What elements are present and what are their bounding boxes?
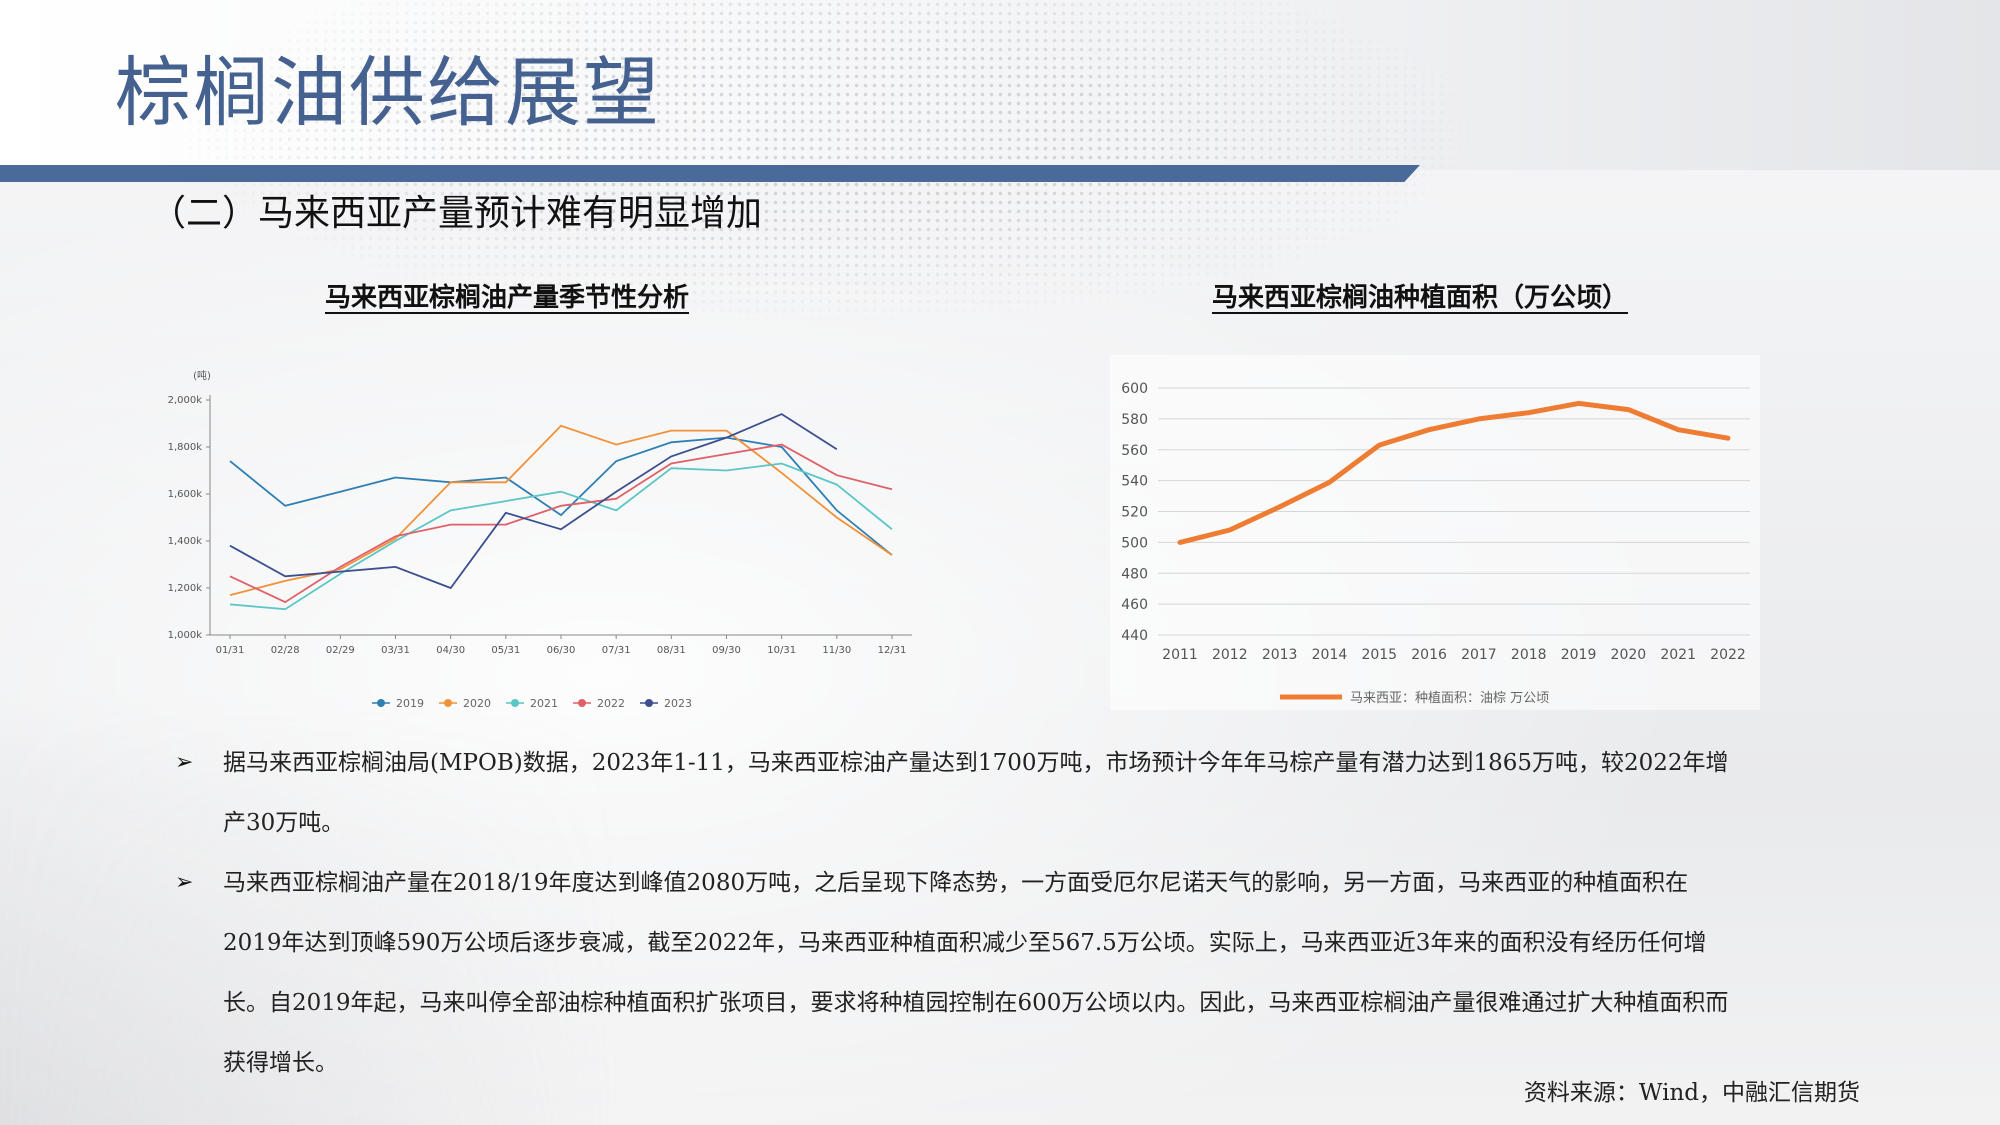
- bullet-text: 据马来西亚棕榈油局(MPOB)数据，2023年1-11，马来西亚棕油产量达到17…: [223, 750, 1729, 836]
- x-tick-label: 2022: [1710, 647, 1746, 663]
- legend-label: 2019: [396, 697, 424, 710]
- legend-label: 2022: [597, 697, 625, 710]
- legend-swatch-dot: [578, 699, 586, 707]
- bullet-text: 马来西亚棕榈油产量在2018/19年度达到峰值2080万吨，之后呈现下降态势，一…: [223, 870, 1729, 1076]
- legend-label: 2020: [463, 697, 491, 710]
- page-title: 棕榈油供给展望: [115, 48, 661, 137]
- series-line-2022: [229, 443, 893, 604]
- x-tick-label: 06/30: [547, 645, 576, 656]
- y-tick-label: 500: [1121, 535, 1148, 551]
- legend-label: 马来西亚：种植面积：油棕 万公顷: [1350, 691, 1549, 706]
- series-line-2020: [229, 424, 893, 596]
- source-note: 资料来源：Wind，中融汇信期货: [1523, 1080, 1860, 1106]
- x-tick-label: 01/31: [216, 645, 245, 656]
- y-tick-label: 1,800k: [168, 442, 203, 453]
- x-tick-label: 04/30: [436, 645, 465, 656]
- x-tick-label: 2019: [1561, 647, 1597, 663]
- section-heading: （二）马来西亚产量预计难有明显增加: [150, 193, 763, 234]
- arrow-bullet-icon: ➢: [175, 750, 194, 775]
- y-tick-label: 1,000k: [168, 630, 203, 641]
- legend-swatch-dot: [377, 699, 385, 707]
- bullet-item: ➢ 据马来西亚棕榈油局(MPOB)数据，2023年1-11，马来西亚棕油产量达到…: [175, 733, 1745, 853]
- series-line-planted-area: [1177, 400, 1731, 545]
- x-tick-label: 2016: [1411, 647, 1447, 663]
- x-tick-label: 2018: [1511, 647, 1547, 663]
- chart-title-production: 马来西亚棕榈油产量季节性分析: [325, 283, 690, 313]
- y-tick-label: 540: [1121, 474, 1148, 490]
- chart-title-planted-area: 马来西亚棕榈油种植面积（万公顷）: [1212, 283, 1629, 313]
- x-tick-label: 05/31: [491, 645, 520, 656]
- background-cityscape: [0, 705, 620, 1125]
- arrow-bullet-icon: ➢: [175, 870, 194, 895]
- x-tick-label: 11/30: [822, 645, 851, 656]
- legend-swatch-dot: [645, 699, 653, 707]
- legend-swatch-dot: [444, 699, 452, 707]
- y-tick-label: 460: [1121, 597, 1148, 613]
- y-axis-unit-label: (吨): [193, 369, 211, 382]
- title-underline-bar: [0, 165, 1420, 182]
- y-tick-label: 1,600k: [168, 489, 203, 500]
- series-line-2023: [229, 413, 838, 590]
- y-tick-label: 440: [1121, 628, 1148, 644]
- y-tick-label: 1,200k: [168, 583, 203, 594]
- x-tick-label: 2015: [1361, 647, 1397, 663]
- legend-swatch-dot: [511, 699, 519, 707]
- y-tick-label: 600: [1121, 381, 1148, 397]
- x-tick-label: 2020: [1611, 647, 1647, 663]
- x-tick-label: 12/31: [878, 645, 907, 656]
- x-tick-label: 09/30: [712, 645, 741, 656]
- x-tick-label: 2014: [1312, 647, 1348, 663]
- x-tick-label: 07/31: [602, 645, 631, 656]
- bullet-item: ➢ 马来西亚棕榈油产量在2018/19年度达到峰值2080万吨，之后呈现下降态势…: [175, 853, 1745, 1093]
- legend-label: 2023: [664, 697, 692, 710]
- y-tick-label: 2,000k: [168, 395, 203, 406]
- x-tick-label: 02/29: [326, 645, 355, 656]
- planted-area-chart: 440 460 480 500 520 540 560 580 600 2011 2012 2013 2…: [1121, 381, 1750, 706]
- series-line-2019: [229, 436, 893, 556]
- header-band: [0, 0, 2000, 170]
- x-tick-label: 08/31: [657, 645, 686, 656]
- y-tick-label: 480: [1121, 566, 1148, 582]
- x-tick-label: 2013: [1262, 647, 1298, 663]
- x-tick-label: 2021: [1660, 647, 1696, 663]
- production-seasonality-chart: (吨) 1,000k 1,200k 1,400k 1,600k 1,800k 2,000k 0…: [168, 369, 912, 710]
- x-tick-label: 2012: [1212, 647, 1248, 663]
- series-line-2021: [229, 462, 893, 611]
- y-tick-label: 580: [1121, 412, 1148, 428]
- y-tick-label: 560: [1121, 443, 1148, 459]
- x-tick-label: 02/28: [271, 645, 300, 656]
- y-tick-label: 520: [1121, 505, 1148, 521]
- x-tick-label: 2011: [1162, 647, 1198, 663]
- x-tick-label: 10/31: [767, 645, 796, 656]
- x-tick-label: 2017: [1461, 647, 1497, 663]
- x-tick-label: 03/31: [381, 645, 410, 656]
- legend-label: 2021: [530, 697, 558, 710]
- bullet-list: ➢ 据马来西亚棕榈油局(MPOB)数据，2023年1-11，马来西亚棕油产量达到…: [175, 733, 1745, 1093]
- y-tick-label: 1,400k: [168, 536, 203, 547]
